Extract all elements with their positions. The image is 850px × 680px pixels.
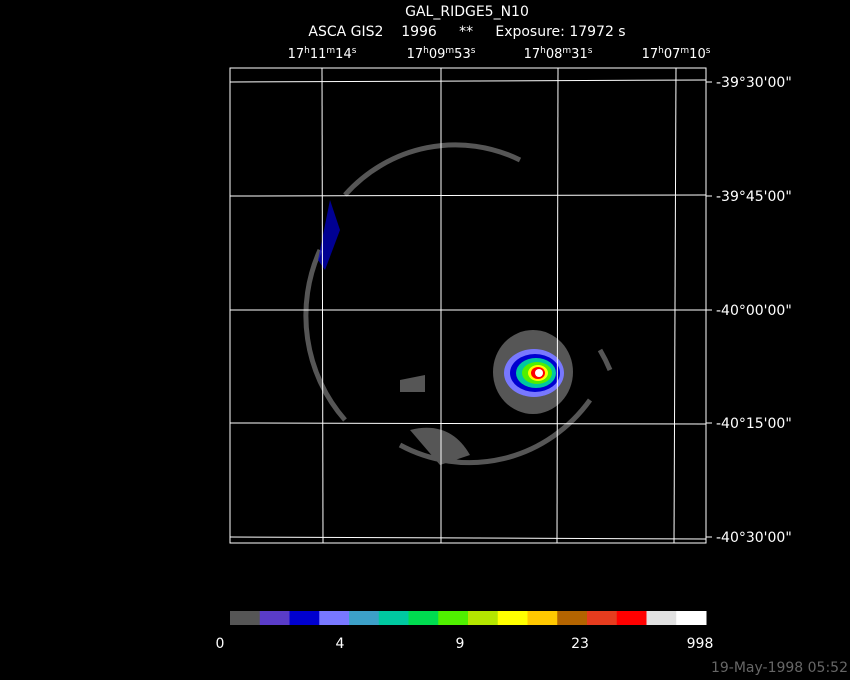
colorbar-swatch — [378, 611, 409, 625]
ra-unit: s — [706, 46, 711, 56]
colorbar-label: 998 — [687, 636, 714, 652]
colorbar-swatch — [319, 611, 350, 625]
grid-line — [229, 194, 707, 197]
title: GAL_RIDGE5_N10 — [405, 4, 529, 20]
ra-label: 17h09m53s — [407, 46, 476, 62]
ra-unit: h — [658, 46, 664, 56]
colorbar-swatch — [557, 611, 588, 625]
colorbar-swatch — [349, 611, 380, 625]
colorbar-label: 4 — [336, 636, 345, 652]
ra-unit: s — [588, 46, 593, 56]
ra-unit: m — [445, 46, 454, 56]
colorbar-swatch — [259, 611, 290, 625]
ra-unit: s — [471, 46, 476, 56]
image — [303, 142, 613, 466]
colorbar-swatch — [468, 611, 499, 625]
ra-unit: h — [423, 46, 429, 56]
ra-value: 07 — [664, 47, 681, 62]
dec-label: -39°45'00" — [716, 189, 792, 205]
dec-label: -39°30'00" — [716, 75, 792, 91]
colorbar-swatch — [289, 611, 320, 625]
timestamp: 19-May-1998 05:52 — [711, 660, 848, 676]
colorbar-swatch — [527, 611, 558, 625]
subtitle: ASCA GIS2 1996 ** Exposure: 17972 s — [308, 24, 625, 40]
ra-value: 17 — [407, 47, 424, 62]
dec-label: -40°00'00" — [716, 303, 792, 319]
ra-label: 17h08m31s — [524, 46, 593, 62]
ra-value: 31 — [571, 47, 588, 62]
colorbar-label: 0 — [216, 636, 225, 652]
ra-value: 53 — [454, 47, 471, 62]
dec-label: -40°30'00" — [716, 530, 792, 546]
grid-line — [229, 79, 707, 83]
ra-unit: h — [540, 46, 546, 56]
ra-value: 17 — [288, 47, 305, 62]
ra-label: 17h07m10s — [642, 46, 711, 62]
dec-label: -40°15'00" — [716, 416, 792, 432]
ra-value: 10 — [689, 47, 706, 62]
ra-unit: h — [304, 46, 310, 56]
grid-line — [229, 536, 707, 540]
colorbar-swatch — [408, 611, 439, 625]
ra-unit: m — [680, 46, 689, 56]
ra-unit: m — [326, 46, 335, 56]
ra-label: 17h11m14s — [288, 46, 357, 62]
ra-unit: s — [352, 46, 357, 56]
colorbar-label: 23 — [571, 636, 589, 652]
ra-value: 17 — [524, 47, 541, 62]
grid-line — [229, 422, 707, 425]
colorbar-swatch — [438, 611, 469, 625]
frame — [229, 67, 707, 544]
colorbar-swatch — [497, 611, 528, 625]
colorbar-swatch — [616, 611, 647, 625]
colorbar-swatch — [230, 611, 261, 625]
colorbar-swatch — [646, 611, 677, 625]
ra-value: 11 — [310, 47, 327, 62]
colorbar-swatch — [587, 611, 618, 625]
ra-value: 09 — [429, 47, 446, 62]
ra-value: 08 — [546, 47, 563, 62]
ra-value: 14 — [335, 47, 352, 62]
colorbar-swatch — [676, 611, 707, 625]
ra-unit: m — [562, 46, 571, 56]
colorbar-label: 9 — [456, 636, 465, 652]
ra-value: 17 — [642, 47, 659, 62]
